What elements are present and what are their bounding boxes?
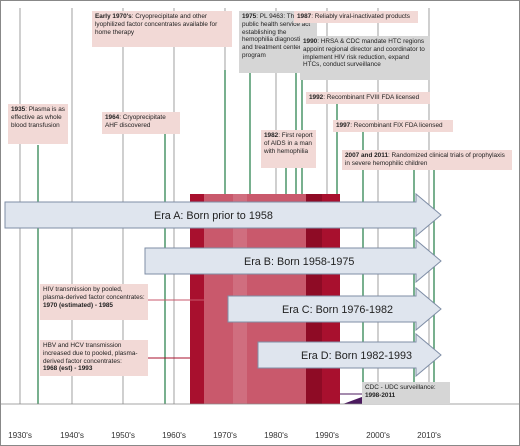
era-b-arrow <box>144 238 442 284</box>
decade-label: 1960's <box>162 431 186 440</box>
event-text: : Randomized clinical trials of prophyla… <box>345 152 505 167</box>
event-year: 1990 <box>303 38 318 45</box>
decade-label: 1970's <box>213 431 237 440</box>
decade-label: 2010's <box>417 431 441 440</box>
decade-label: 1950's <box>111 431 135 440</box>
event-text: : Recombinant FIX FDA licensed <box>350 122 443 129</box>
event-text: : HRSA & CDC mandate HTC regions appoint… <box>303 38 425 69</box>
event-text: : PL 9463: The public health service act… <box>242 13 311 60</box>
decade-label: 1980's <box>264 431 288 440</box>
event-year: 1992 <box>309 94 324 101</box>
event-year: 1975 <box>242 13 257 20</box>
event-year: 2007 and 2011 <box>345 152 388 159</box>
decade-label: 1930's <box>8 431 32 440</box>
decade-label: 1990's <box>315 431 339 440</box>
decade-axis: 1930's 1940's 1950's 1960's 1970's 1980'… <box>8 431 441 440</box>
era-b-label: Era B: Born 1958-1975 <box>244 256 354 268</box>
event-year: 1997 <box>336 122 351 129</box>
event-box-1982: 1982: First report of AIDS in a man with… <box>261 130 316 168</box>
hiv-text: HIV transmission by pooled, plasma-deriv… <box>43 286 145 301</box>
event-year: 1935 <box>11 106 26 113</box>
event-box-early-1970s: Early 1970's: Cryoprecipitate and other … <box>92 11 232 47</box>
udc-dates: 1998-2011 <box>365 391 396 399</box>
hiv-transmission-box: HIV transmission by pooled, plasma-deriv… <box>40 284 148 320</box>
udc-surveillance-box: CDC - UDC surveillance: 1998-2011 <box>362 382 450 404</box>
era-a-arrow <box>4 192 442 238</box>
event-year: 1987 <box>297 13 312 20</box>
event-year: 1982 <box>264 132 279 139</box>
event-text: : Reliably viral-inactivated products <box>311 13 410 20</box>
event-box-1992: 1992: Recombinant FVIII FDA licensed <box>306 92 430 104</box>
era-d-arrow <box>257 332 442 378</box>
era-c-arrow <box>227 286 442 332</box>
event-box-1935: 1935: Plasma is as effective as whole bl… <box>8 104 68 144</box>
era-arrows: Era A: Born prior to 1958 Era B: Born 19… <box>4 192 442 378</box>
event-year: Early 1970's <box>95 13 132 20</box>
era-d-label: Era D: Born 1982-1993 <box>301 350 412 362</box>
era-a-label: Era A: Born prior to 1958 <box>154 210 273 222</box>
decade-label: 2000's <box>366 431 390 440</box>
decade-label: 1940's <box>60 431 84 440</box>
event-text: : First report of AIDS in a man with hem… <box>264 132 313 155</box>
event-box-1990: 1990: HRSA & CDC mandate HTC regions app… <box>300 36 430 80</box>
event-year: 1964 <box>105 114 120 121</box>
hcv-dates: 1968 (est) - 1993 <box>43 365 93 373</box>
udc-text: CDC - UDC surveillance: <box>365 384 436 391</box>
hcv-transmission-box: HBV and HCV transmission increased due t… <box>40 340 148 376</box>
event-box-1964: 1964: Cryoprecipitate AHF discovered <box>102 112 180 134</box>
event-text: : Recombinant FVIII FDA licensed <box>323 94 420 101</box>
event-box-1987: 1987: Reliably viral-inactivated product… <box>294 11 418 23</box>
hcv-text: HBV and HCV transmission increased due t… <box>43 342 138 365</box>
event-box-2007-2011: 2007 and 2011: Randomized clinical trial… <box>342 150 512 170</box>
hiv-dates: 1970 (estimated) - 1985 <box>43 301 113 309</box>
era-c-label: Era C: Born 1976-1982 <box>282 304 393 316</box>
event-text: : Plasma is as effective as whole blood … <box>11 106 65 129</box>
event-box-1997: 1997: Recombinant FIX FDA licensed <box>333 120 453 132</box>
event-text: : Cryoprecipitate and other lyophilized … <box>95 13 218 36</box>
event-text: : Cryoprecipitate AHF discovered <box>105 114 166 129</box>
